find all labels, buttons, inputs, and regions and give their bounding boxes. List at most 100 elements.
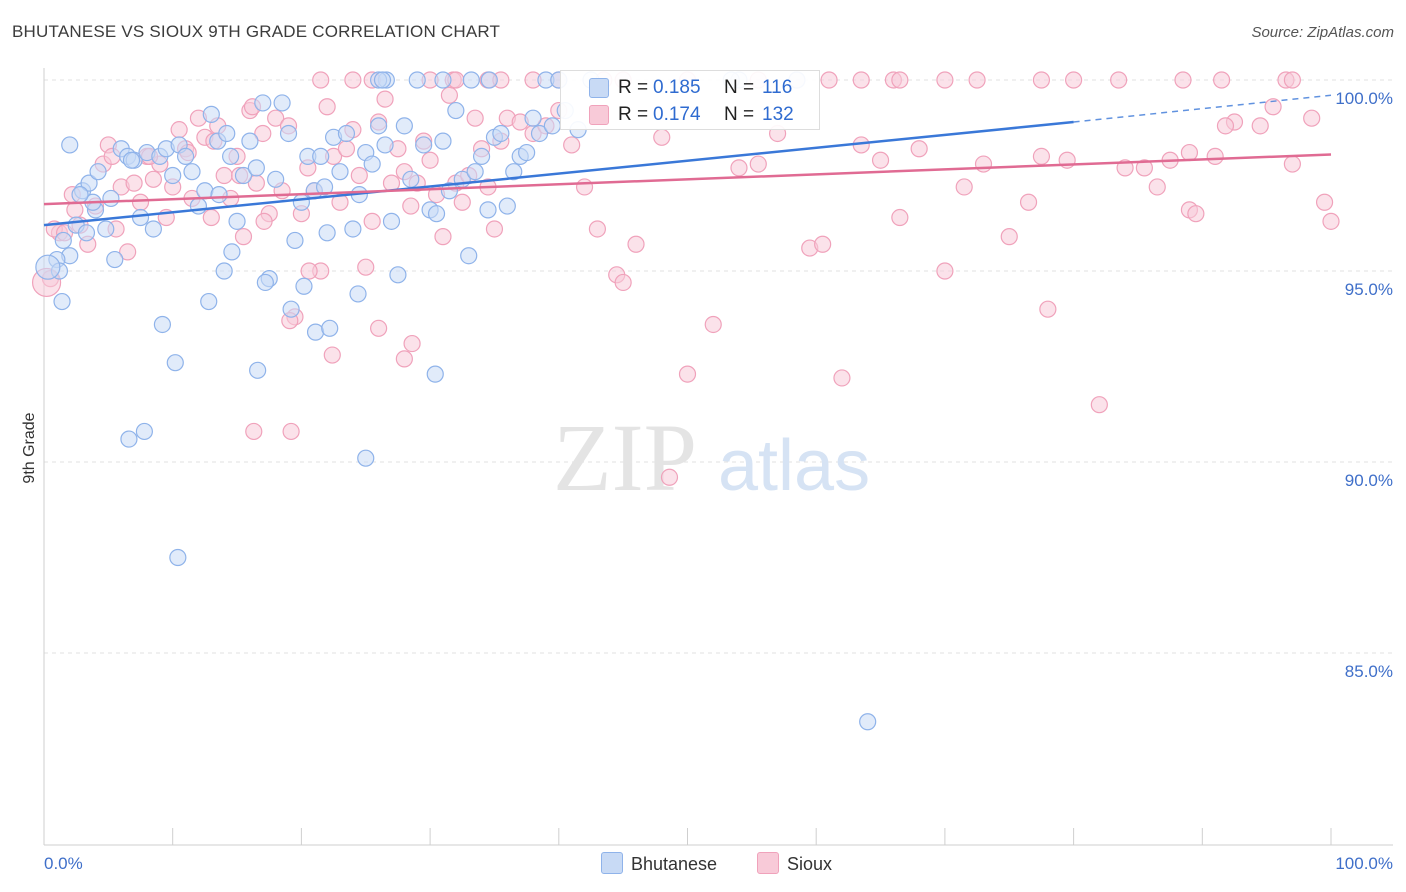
data-point <box>223 243 241 261</box>
data-point <box>910 140 928 158</box>
data-point <box>480 71 498 89</box>
data-point <box>202 208 220 227</box>
data-point <box>403 334 421 353</box>
data-point <box>382 212 401 230</box>
x-tick-label-min: 0.0% <box>44 854 83 873</box>
data-point <box>936 262 954 280</box>
data-point <box>1187 205 1205 223</box>
data-point <box>1206 147 1224 165</box>
data-point <box>312 71 330 89</box>
data-point <box>282 300 300 318</box>
data-point <box>653 128 671 146</box>
data-point <box>321 319 339 337</box>
data-point <box>447 101 465 120</box>
data-point <box>466 109 484 127</box>
data-point <box>315 178 334 196</box>
data-point <box>730 159 748 177</box>
data-point <box>518 143 536 162</box>
data-point <box>395 117 413 135</box>
data-point <box>370 117 388 135</box>
data-point <box>247 159 265 177</box>
data-point <box>389 266 407 284</box>
data-point <box>337 124 356 143</box>
data-point <box>427 205 446 223</box>
bhutanese-points <box>35 71 877 731</box>
data-point <box>344 220 362 238</box>
legend-swatch-sioux <box>589 105 609 125</box>
y-tick-label: 100.0% <box>1335 89 1393 108</box>
source-credit: Source: ZipAtlas.com <box>1251 24 1394 41</box>
data-point <box>462 71 480 89</box>
data-point <box>234 228 253 246</box>
data-point <box>814 235 832 253</box>
data-point <box>54 231 72 250</box>
data-point <box>144 220 162 238</box>
watermark-atlas: atlas <box>718 426 870 506</box>
trend-line-sioux <box>43 153 1332 206</box>
data-point <box>135 422 153 441</box>
data-point <box>1000 228 1018 246</box>
data-point <box>254 124 272 143</box>
data-point <box>295 277 313 295</box>
data-point <box>968 71 986 89</box>
data-point <box>53 292 71 311</box>
data-point <box>318 224 336 242</box>
data-point <box>614 273 632 292</box>
data-point <box>563 136 581 154</box>
data-point <box>402 197 420 215</box>
data-point <box>164 166 182 185</box>
data-point <box>363 212 381 230</box>
data-point <box>434 228 452 246</box>
data-point <box>1032 147 1051 165</box>
data-point <box>376 136 394 154</box>
data-point <box>1032 71 1051 89</box>
data-point <box>1148 178 1166 196</box>
data-point <box>588 220 607 238</box>
legend-swatch-sioux <box>757 852 779 874</box>
data-point <box>183 163 201 181</box>
data-point <box>1264 98 1282 116</box>
data-point <box>210 186 228 204</box>
data-point <box>1251 117 1269 135</box>
data-point <box>122 151 141 169</box>
data-point <box>440 86 459 104</box>
data-point <box>318 98 336 116</box>
legend-r-label: R = <box>618 104 649 125</box>
data-point <box>106 250 124 269</box>
data-point <box>820 71 838 89</box>
data-point <box>376 90 394 108</box>
legend-r-value: 0.185 <box>653 77 701 98</box>
data-point <box>202 105 220 123</box>
data-point <box>859 713 877 731</box>
data-point <box>402 170 420 188</box>
data-point <box>357 258 375 276</box>
data-point <box>1180 143 1199 162</box>
data-point <box>331 163 349 181</box>
data-point <box>176 147 195 165</box>
data-point <box>749 155 767 173</box>
data-point <box>363 155 381 173</box>
data-point <box>97 220 115 238</box>
data-point <box>492 124 510 143</box>
data-point <box>131 193 150 211</box>
data-point <box>434 132 452 150</box>
data-point <box>102 189 120 208</box>
data-point <box>373 71 392 89</box>
data-point <box>575 178 594 196</box>
trend-line-bhutanese <box>43 120 1074 227</box>
data-point <box>255 212 273 230</box>
legend-item-bhutanese[interactable]: Bhutanese <box>601 852 717 875</box>
data-point <box>1322 212 1340 230</box>
legend-item-sioux[interactable]: Sioux <box>757 852 832 875</box>
data-point <box>460 247 478 265</box>
data-point <box>974 155 993 173</box>
data-point <box>357 449 375 467</box>
trend-line-bhutanese-extension <box>1073 94 1332 123</box>
data-point <box>312 147 330 165</box>
legend-r-value: 0.174 <box>653 104 701 125</box>
data-point <box>660 468 679 486</box>
data-point <box>1039 300 1057 318</box>
data-point <box>169 548 187 567</box>
data-point <box>292 193 310 211</box>
data-point <box>166 354 184 372</box>
